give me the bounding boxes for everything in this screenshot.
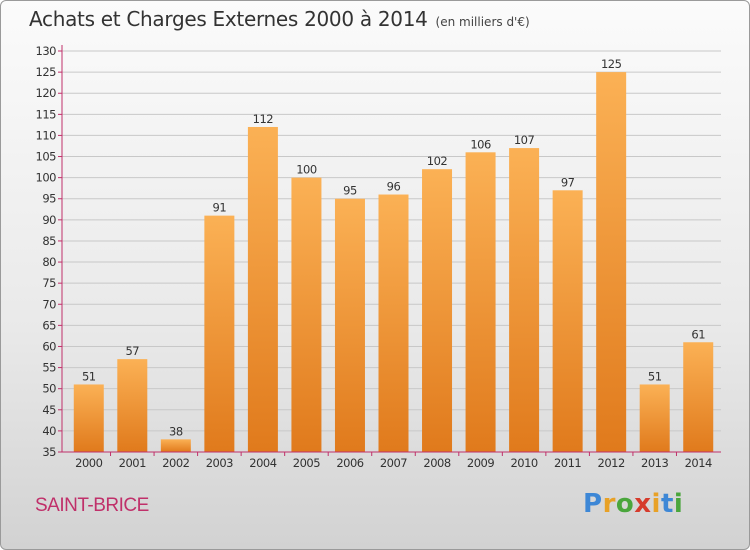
- data-label: 57: [125, 344, 139, 358]
- y-tick-label: 75: [42, 276, 56, 290]
- data-label: 97: [561, 175, 575, 189]
- data-label: 106: [470, 137, 491, 151]
- y-tick-label: 50: [42, 382, 56, 396]
- y-tick-label: 120: [36, 86, 57, 100]
- y-tick-label: 90: [42, 213, 56, 227]
- place-name: SAINT-BRICE: [35, 495, 149, 516]
- y-tick-label: 60: [42, 339, 56, 353]
- y-tick-label: 100: [36, 171, 57, 185]
- logo-letter: x: [634, 489, 652, 519]
- x-tick-label: 2010: [510, 456, 537, 470]
- data-label: 102: [427, 154, 448, 168]
- data-label: 51: [82, 369, 96, 383]
- x-tick-label: 2002: [162, 456, 189, 470]
- logo-letter: P: [583, 489, 603, 519]
- data-label: 38: [169, 424, 183, 438]
- bar: [247, 126, 278, 453]
- data-label: 51: [648, 369, 662, 383]
- y-tick-label: 80: [42, 255, 56, 269]
- y-tick-label: 45: [42, 403, 56, 417]
- bar: [160, 439, 191, 452]
- data-label: 61: [691, 327, 705, 341]
- y-tick-label: 85: [42, 234, 56, 248]
- logo-letter: o: [615, 489, 635, 519]
- data-label: 95: [343, 184, 357, 198]
- x-tick-label: 2014: [685, 456, 712, 470]
- y-tick-label: 35: [42, 445, 56, 459]
- bar: [509, 148, 540, 452]
- data-label: 91: [213, 201, 227, 215]
- bars: [73, 72, 714, 453]
- x-tick-label: 2008: [423, 456, 450, 470]
- x-tick-label: 2001: [119, 456, 146, 470]
- bar: [552, 190, 583, 452]
- data-label: 107: [514, 133, 535, 147]
- chart-unit: (en milliers d'€): [435, 15, 530, 29]
- y-tick-label: 125: [36, 65, 57, 79]
- bar: [73, 384, 104, 452]
- bar: [683, 342, 714, 452]
- bar: [639, 384, 670, 452]
- bar: [291, 177, 322, 452]
- y-tick-label: 95: [42, 192, 56, 206]
- bar: [117, 359, 148, 452]
- x-tick-label: 2000: [75, 456, 102, 470]
- logo-letter: r: [602, 489, 616, 519]
- y-tick-label: 70: [42, 297, 56, 311]
- x-tick-label: 2013: [641, 456, 668, 470]
- y-tick-label: 105: [36, 150, 57, 164]
- logo-letter: i: [673, 489, 684, 519]
- logo-letter: i: [651, 489, 661, 519]
- bar: [465, 152, 496, 452]
- logo-letter: t: [660, 489, 674, 519]
- y-tick-label: 65: [42, 318, 56, 332]
- bar: [204, 215, 235, 452]
- y-tick-label: 110: [36, 128, 57, 142]
- x-tick-label: 2009: [467, 456, 494, 470]
- data-label: 125: [601, 57, 622, 71]
- x-tick-label: 2007: [380, 456, 407, 470]
- data-label: 100: [296, 163, 317, 177]
- x-tick-label: 2011: [554, 456, 581, 470]
- chart-title: Achats et Charges Externes 2000 à 2014 (e…: [29, 7, 530, 31]
- data-label: 96: [387, 180, 401, 194]
- y-tick-label: 40: [42, 424, 56, 438]
- axes: 35 40 45 50 55 60 65 70 75 80 85 90 95 100 105 110 115 12…: [36, 44, 721, 470]
- x-tick-label: 2003: [206, 456, 233, 470]
- x-tick-label: 2006: [336, 456, 363, 470]
- proxiti-logo[interactable]: Proxiti: [583, 489, 683, 519]
- data-labels: 51 57 38 91 112 100 95 96 102 106 107 97 125 51 61: [82, 57, 706, 438]
- bar: [422, 169, 453, 453]
- bar: [334, 198, 365, 452]
- chart-title-text: Achats et Charges Externes 2000 à 2014: [29, 7, 428, 31]
- x-tick-label: 2004: [249, 456, 276, 470]
- bar: [596, 72, 627, 453]
- y-tick-label: 115: [36, 107, 57, 121]
- y-tick-label: 55: [42, 361, 56, 375]
- x-tick-label: 2012: [598, 456, 625, 470]
- x-tick-label: 2005: [293, 456, 320, 470]
- y-tick-label: 130: [36, 44, 57, 58]
- bar: [378, 194, 409, 452]
- data-label: 112: [253, 112, 274, 126]
